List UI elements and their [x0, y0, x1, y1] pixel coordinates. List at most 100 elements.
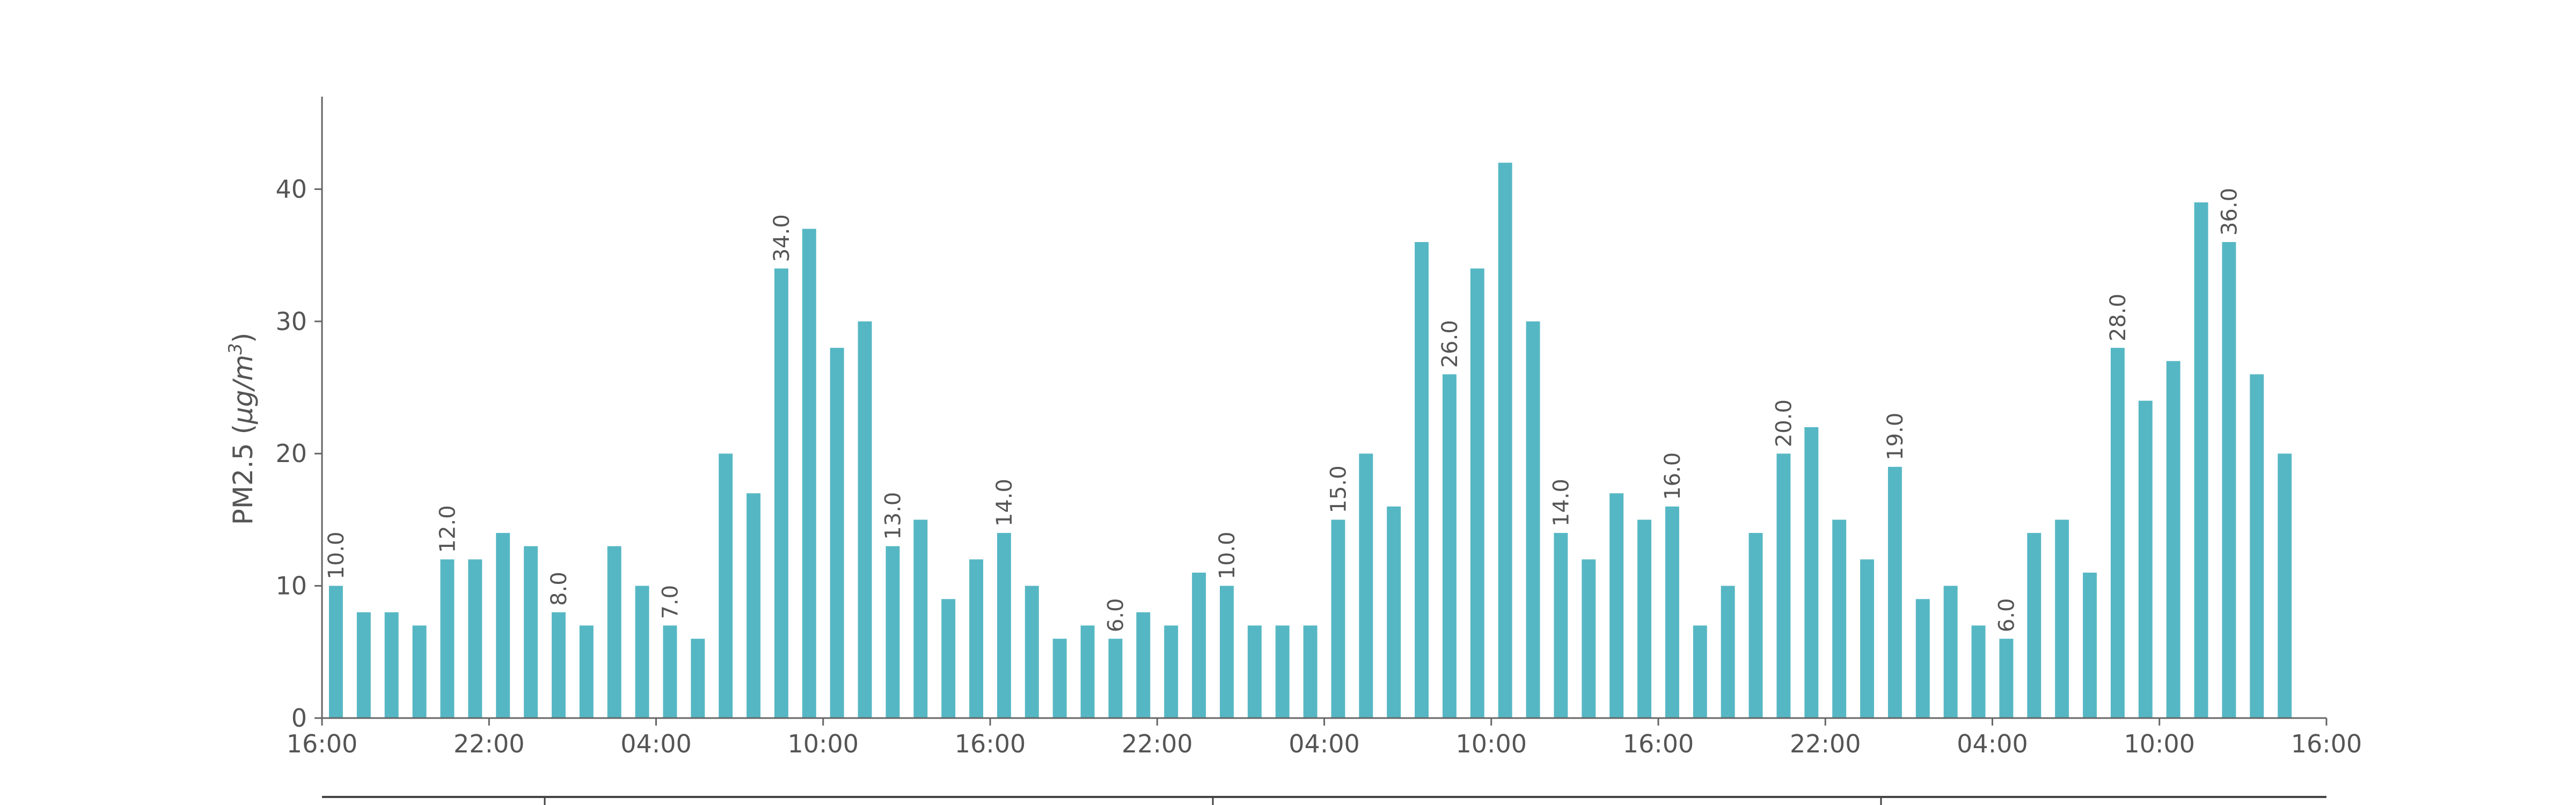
bar-27	[1080, 625, 1095, 718]
bar-13	[691, 639, 705, 718]
bar-37	[1359, 453, 1373, 718]
bar-38	[1387, 506, 1401, 718]
value-labels-group: 10.0 12.0 8.0 7.0 34.0 13.0 14.0 6.0 10.0 15.0 26.…	[324, 188, 2242, 632]
bar-29	[1136, 612, 1151, 718]
bar-20	[885, 546, 900, 718]
bar-7	[524, 546, 538, 718]
bar-14	[719, 453, 733, 718]
bar-3	[412, 625, 427, 718]
bar-0	[328, 586, 343, 718]
bar-53	[1804, 427, 1819, 718]
value-label-32: 10.0	[1215, 532, 1240, 580]
bar-54	[1832, 519, 1847, 718]
x-tick-label-3: 10:00	[787, 729, 859, 758]
bar-43	[1526, 321, 1540, 718]
bar-46	[1609, 493, 1624, 718]
x-tick-label-0: 16:00	[287, 729, 358, 758]
x-tick-label-1: 22:00	[453, 729, 525, 758]
y-tick-label-20: 20	[275, 439, 307, 468]
value-label-12: 7.0	[658, 585, 683, 619]
bar-49	[1693, 625, 1707, 718]
value-label-44: 14.0	[1549, 479, 1574, 526]
y-axis: 0 10 20 30 40	[275, 97, 323, 733]
bar-30	[1164, 625, 1179, 718]
y-tick-label-30: 30	[275, 307, 307, 336]
bar-24	[997, 533, 1011, 718]
x-tick-label-11: 10:00	[2124, 729, 2195, 758]
value-label-20: 13.0	[881, 492, 905, 540]
bar-5	[468, 559, 482, 718]
y-tick-label-0: 0	[291, 704, 307, 733]
bars-group	[328, 163, 2292, 719]
bar-50	[1721, 586, 1735, 718]
y-axis-title: PM2.5 (μg/m3)	[225, 333, 259, 525]
value-label-24: 14.0	[992, 479, 1017, 526]
bar-62	[2055, 519, 2069, 718]
value-label-56: 19.0	[1883, 413, 1908, 460]
bar-57	[1915, 599, 1930, 718]
bar-4	[440, 559, 455, 718]
bar-42	[1498, 163, 1512, 718]
bar-2	[384, 612, 399, 718]
value-label-8: 8.0	[547, 572, 572, 606]
bar-25	[1024, 586, 1039, 718]
bar-52	[1776, 453, 1791, 718]
x-tick-label-4: 16:00	[955, 729, 1026, 758]
bar-36	[1331, 519, 1345, 718]
bar-40	[1442, 374, 1457, 718]
bar-66	[2166, 361, 2180, 718]
bar-8	[551, 612, 566, 718]
bar-65	[2138, 400, 2153, 718]
value-label-0: 10.0	[324, 532, 349, 580]
bar-15	[747, 493, 761, 718]
bar-70	[2278, 453, 2292, 718]
bar-68	[2222, 242, 2236, 719]
bar-41	[1470, 268, 1484, 719]
bar-51	[1748, 533, 1763, 718]
value-label-4: 12.0	[435, 505, 460, 553]
value-label-68: 36.0	[2217, 188, 2242, 236]
bar-10	[607, 546, 621, 718]
y-tick-label-40: 40	[275, 174, 307, 203]
bar-44	[1554, 533, 1568, 718]
bar-39	[1415, 242, 1429, 719]
bar-22	[941, 599, 956, 718]
bar-18	[830, 348, 844, 718]
x-axis: 16:00 22:00 04:00 10:00 16:00 22:00 04:00 10:00…	[287, 717, 2362, 758]
x-tick-label-8: 16:00	[1623, 729, 1694, 758]
bar-69	[2250, 374, 2264, 718]
y-title-suffix: )	[228, 333, 259, 343]
bar-6	[496, 533, 510, 718]
value-label-52: 20.0	[1772, 399, 1796, 447]
value-label-36: 15.0	[1326, 465, 1351, 513]
x-tick-label-10: 04:00	[1957, 729, 2028, 758]
bar-34	[1275, 625, 1290, 718]
y-title-unit-exponent: 3	[225, 343, 246, 355]
value-label-60: 6.0	[1994, 598, 2019, 633]
x-tick-label-2: 04:00	[620, 729, 692, 758]
bar-47	[1637, 519, 1652, 718]
x-tick-label-7: 10:00	[1455, 729, 1527, 758]
value-label-16: 34.0	[770, 214, 794, 262]
value-label-48: 16.0	[1660, 452, 1685, 500]
x-tick-label-12: 16:00	[2291, 729, 2362, 758]
bar-31	[1192, 572, 1206, 718]
bar-63	[2083, 572, 2097, 718]
x-tick-label-6: 04:00	[1289, 729, 1360, 758]
secondary-x-axis	[322, 796, 2326, 805]
x-tick-label-5: 22:00	[1122, 729, 1193, 758]
bar-19	[858, 321, 872, 718]
x-tick-label-9: 22:00	[1790, 729, 1861, 758]
bar-59	[1971, 625, 1986, 718]
bar-45	[1582, 559, 1596, 718]
value-label-40: 26.0	[1438, 320, 1462, 368]
bar-21	[913, 519, 928, 718]
value-label-28: 6.0	[1103, 598, 1128, 633]
bar-56	[1887, 466, 1902, 718]
y-title-unit: μg/m	[228, 355, 259, 425]
bar-33	[1247, 625, 1262, 718]
bar-16	[774, 268, 788, 719]
bar-12	[663, 625, 677, 718]
bar-11	[635, 586, 649, 718]
